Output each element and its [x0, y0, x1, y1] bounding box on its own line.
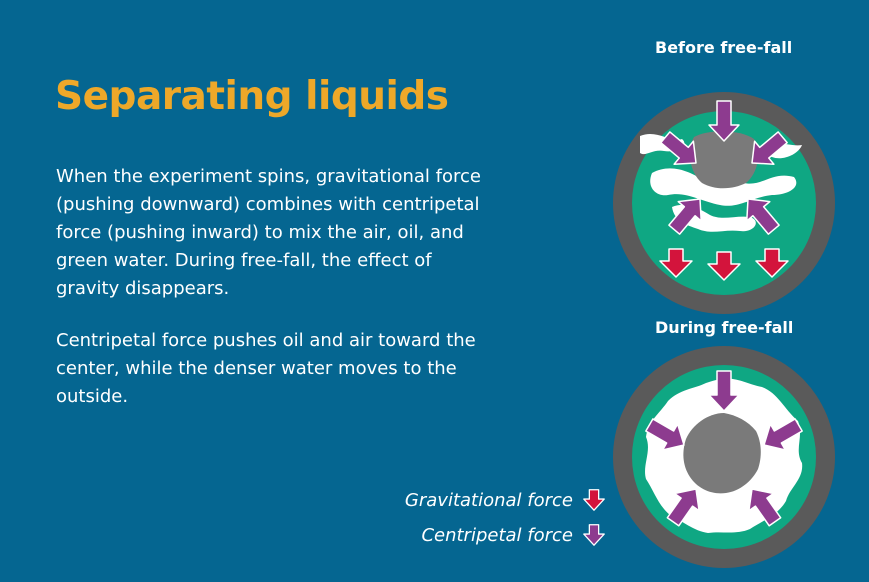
- description-paragraph-1: When the experiment spins, gravitational…: [56, 163, 486, 303]
- before-free-fall-label: Before free-fall: [655, 38, 792, 57]
- down-arrow-icon: [581, 487, 607, 513]
- during-free-fall-diagram: [612, 345, 836, 569]
- description-paragraph-2: Centripetal force pushes oil and air tow…: [56, 327, 486, 411]
- legend-centripetal: Centripetal force: [421, 522, 607, 548]
- before-free-fall-diagram: [612, 91, 836, 315]
- page-title: Separating liquids: [55, 74, 449, 119]
- legend-gravitational: Gravitational force: [405, 487, 607, 513]
- during-free-fall-label: During free-fall: [655, 318, 793, 337]
- legend-centripetal-label: Centripetal force: [421, 525, 573, 546]
- legend-gravitational-label: Gravitational force: [405, 490, 573, 511]
- down-arrow-icon: [581, 522, 607, 548]
